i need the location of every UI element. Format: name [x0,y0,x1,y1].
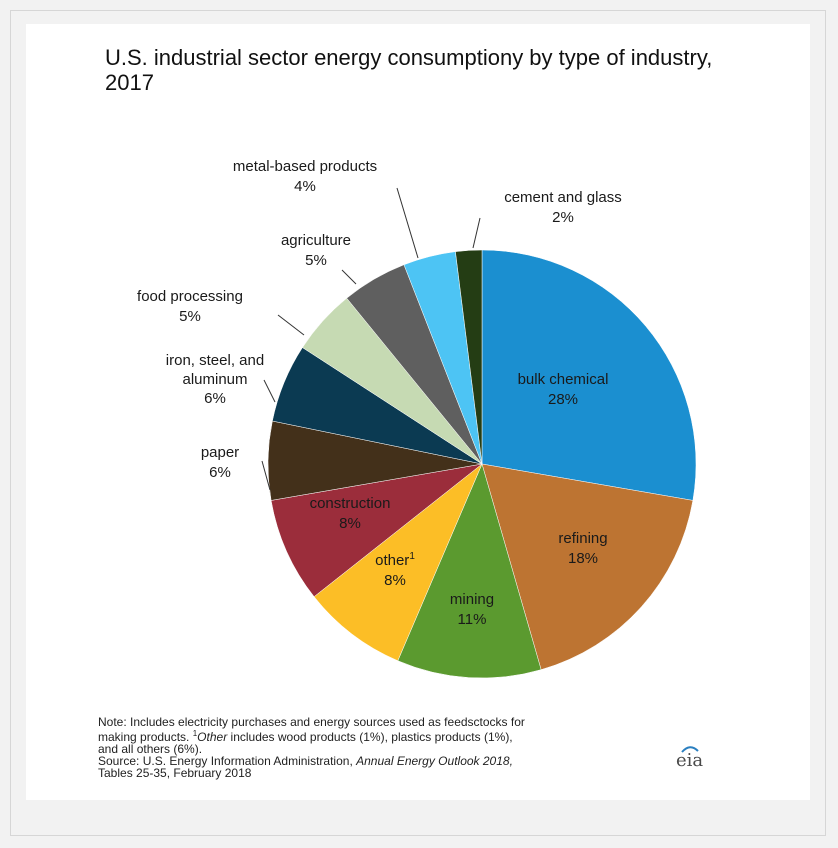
eia-logo-arc-icon [681,746,699,753]
slice-value-paper: 6% [209,464,231,481]
slice-label-iron-steel-and-aluminum-line1: iron, steel, and [166,352,264,369]
leader-line-metal-based-products [396,187,419,259]
leader-line-cement-and-glass [472,217,481,249]
chart-title: U.S. industrial sector energy consumptio… [105,45,713,95]
slice-value-cement-and-glass: 2% [552,209,574,226]
eia-logo: eia [676,750,704,771]
slice-label-food-processing: food processing [137,288,243,305]
slice-label-iron-steel-and-aluminum-line2: aluminum [182,371,247,388]
slice-value-refining: 18% [568,550,598,567]
slice-value-mining: 11% [458,611,487,628]
pie-slice-mining [397,463,542,679]
source-line-2: Tables 25-35, February 2018 [98,766,252,780]
chart-note: Note: Includes electricity purchases and… [98,716,698,779]
pie-slice-cement-and-glass [455,249,483,465]
slice-value-agriculture: 5% [305,252,327,269]
source-line: Source: U.S. Energy Information Administ… [98,754,513,768]
slice-value-food-processing: 5% [179,308,201,325]
slice-value-other: 8% [384,572,406,589]
leader-line-food-processing [277,314,305,336]
slice-value-iron-steel-and-aluminum: 6% [204,390,226,407]
slice-label-mining: mining [450,591,494,608]
slice-label-refining: refining [558,530,607,547]
slice-label-bulk-chemical: bulk chemical [518,371,609,388]
pie-slice-other [313,463,483,662]
slice-label-other: other1 [375,551,415,569]
leader-line-paper [261,460,271,491]
slice-value-construction: 8% [339,515,361,532]
leader-line-iron-steel-and-aluminum [263,379,276,403]
slice-label-metal-based-products: metal-based products [233,158,377,175]
slice-value-bulk-chemical: 28% [548,391,578,408]
slice-label-construction: construction [310,495,391,512]
slice-label-agriculture: agriculture [281,232,351,249]
note-line-3: and all others (6%). [98,742,203,756]
note-line-2: making products. 1Other includes wood pr… [98,729,513,744]
pie-slice-construction [270,463,483,598]
slice-label-paper: paper [201,444,239,461]
note-line-1: Note: Includes electricity purchases and… [98,715,525,729]
leader-line-agriculture [341,269,357,285]
pie-slice-bulk-chemical [481,249,697,501]
slice-value-metal-based-products: 4% [294,178,316,195]
pie-slice-refining [481,463,694,670]
slice-label-cement-and-glass: cement and glass [504,189,622,206]
